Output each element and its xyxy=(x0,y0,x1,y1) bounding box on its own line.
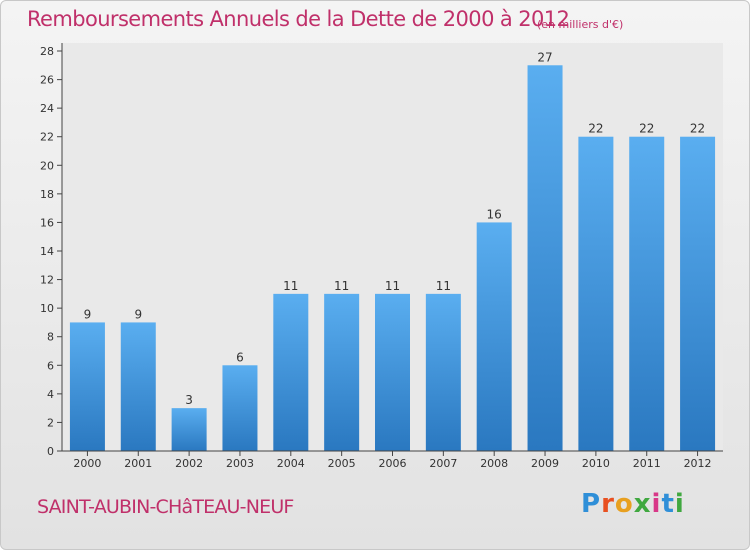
data-label: 9 xyxy=(84,307,92,321)
x-tick-label: 2005 xyxy=(328,457,356,470)
data-label: 11 xyxy=(436,279,451,293)
bar-2008 xyxy=(476,222,512,451)
x-tick-label: 2008 xyxy=(480,457,508,470)
chart-title: Remboursements Annuels de la Dette de 20… xyxy=(27,7,570,31)
chart-subtitle: (en milliers d'€) xyxy=(537,18,624,31)
y-tick-label: 12 xyxy=(40,274,54,287)
data-label: 27 xyxy=(537,50,552,64)
y-tick-label: 16 xyxy=(40,216,54,229)
x-tick-label: 2003 xyxy=(226,457,254,470)
data-label: 22 xyxy=(639,122,654,136)
x-tick-label: 2007 xyxy=(429,457,457,470)
x-tick-label: 2011 xyxy=(633,457,661,470)
bar-2011 xyxy=(629,136,665,451)
data-label: 16 xyxy=(487,207,502,221)
bar-2012 xyxy=(680,136,716,451)
x-tick-label: 2010 xyxy=(582,457,610,470)
bar-2009 xyxy=(527,65,563,452)
y-tick-label: 0 xyxy=(47,445,54,458)
data-label: 11 xyxy=(385,279,400,293)
bar-2002 xyxy=(171,408,207,451)
bar-2000 xyxy=(69,322,105,451)
y-tick-label: 18 xyxy=(40,188,54,201)
labels-group: 9 9 3 6 11 11 11 11 16 27 22 22 22 xyxy=(84,50,706,407)
y-tick-label: 4 xyxy=(47,388,54,401)
x-tick-label: 2000 xyxy=(73,457,101,470)
y-tick-label: 8 xyxy=(47,331,54,344)
y-tick-label: 28 xyxy=(40,45,54,58)
y-tick-label: 22 xyxy=(40,131,54,144)
commune-name: SAINT-AUBIN-CHâTEAU-NEUF xyxy=(37,496,294,518)
data-label: 11 xyxy=(283,279,298,293)
data-label: 22 xyxy=(588,122,603,136)
bar-2004 xyxy=(273,293,309,451)
data-label: 22 xyxy=(690,122,705,136)
y-tick-label: 20 xyxy=(40,159,54,172)
y-tick-label: 2 xyxy=(47,416,54,429)
brand-logo: Proxiti xyxy=(581,489,685,519)
y-tick-label: 26 xyxy=(40,74,54,87)
x-tick-label: 2002 xyxy=(175,457,203,470)
x-tick-label: 2001 xyxy=(124,457,152,470)
data-label: 3 xyxy=(185,393,193,407)
y-tick-label: 24 xyxy=(40,102,54,115)
x-tick-label: 2006 xyxy=(379,457,407,470)
data-label: 9 xyxy=(134,307,142,321)
bars-group xyxy=(69,65,716,452)
bar-2003 xyxy=(222,365,258,451)
data-label: 6 xyxy=(236,350,244,364)
y-tick-label: 10 xyxy=(40,302,54,315)
bar-2006 xyxy=(375,293,410,451)
data-label: 11 xyxy=(334,279,349,293)
y-tick-label: 6 xyxy=(47,359,54,372)
x-tick-label: 2009 xyxy=(531,457,559,470)
y-tick-label: 14 xyxy=(40,245,54,258)
x-tick-label: 2012 xyxy=(684,457,712,470)
bar-2005 xyxy=(324,293,360,451)
bar-2010 xyxy=(578,136,614,451)
bar-2001 xyxy=(120,322,156,451)
x-tick-label: 2004 xyxy=(277,457,305,470)
bar-2007 xyxy=(425,293,461,451)
